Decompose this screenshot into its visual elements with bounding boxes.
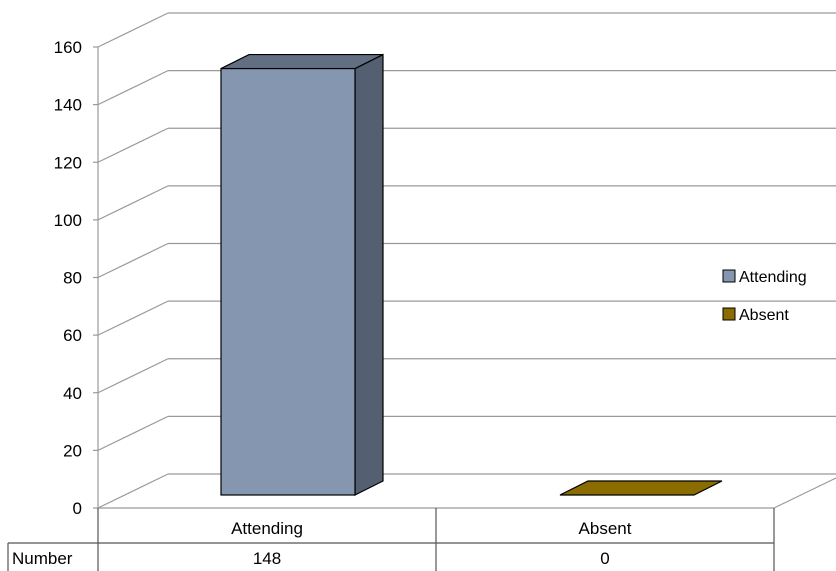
gridline-diagonal [97, 473, 169, 509]
bar-attending-side [354, 53, 384, 496]
gridline-diagonal [97, 185, 169, 221]
bar-attending [220, 67, 356, 496]
legend-label: Attending [739, 269, 807, 286]
y-tick-label: 120 [54, 153, 82, 172]
y-tick-label: 40 [63, 384, 82, 403]
y-tick-label: 0 [73, 499, 82, 518]
data-table-row-label: Number [12, 549, 73, 568]
gridline-diagonal [97, 358, 169, 394]
x-category-label: Absent [579, 519, 632, 538]
gridline-diagonal [97, 415, 169, 451]
y-tick-label: 100 [54, 211, 82, 230]
legend-swatch [722, 269, 736, 283]
bar-absent-top [559, 480, 723, 496]
legend-swatch [722, 307, 736, 321]
data-table-value: 0 [600, 549, 609, 568]
gridline-diagonal [97, 300, 169, 336]
bar-attending-top [220, 53, 384, 70]
gridline-diagonal [97, 12, 169, 48]
gridline-diagonal [97, 70, 169, 106]
y-tick-label: 60 [63, 326, 82, 345]
legend-label: Absent [739, 307, 789, 324]
gridline-diagonal [97, 127, 169, 163]
gridline-diagonal [97, 242, 169, 279]
y-tick-label: 140 [54, 96, 82, 115]
floor-right-edge [773, 477, 836, 509]
y-tick-label: 20 [63, 441, 82, 460]
y-tick-label: 80 [63, 269, 82, 288]
y-tick-label: 160 [54, 38, 82, 57]
data-table-value: 148 [253, 549, 281, 568]
x-category-label: Attending [231, 519, 303, 538]
